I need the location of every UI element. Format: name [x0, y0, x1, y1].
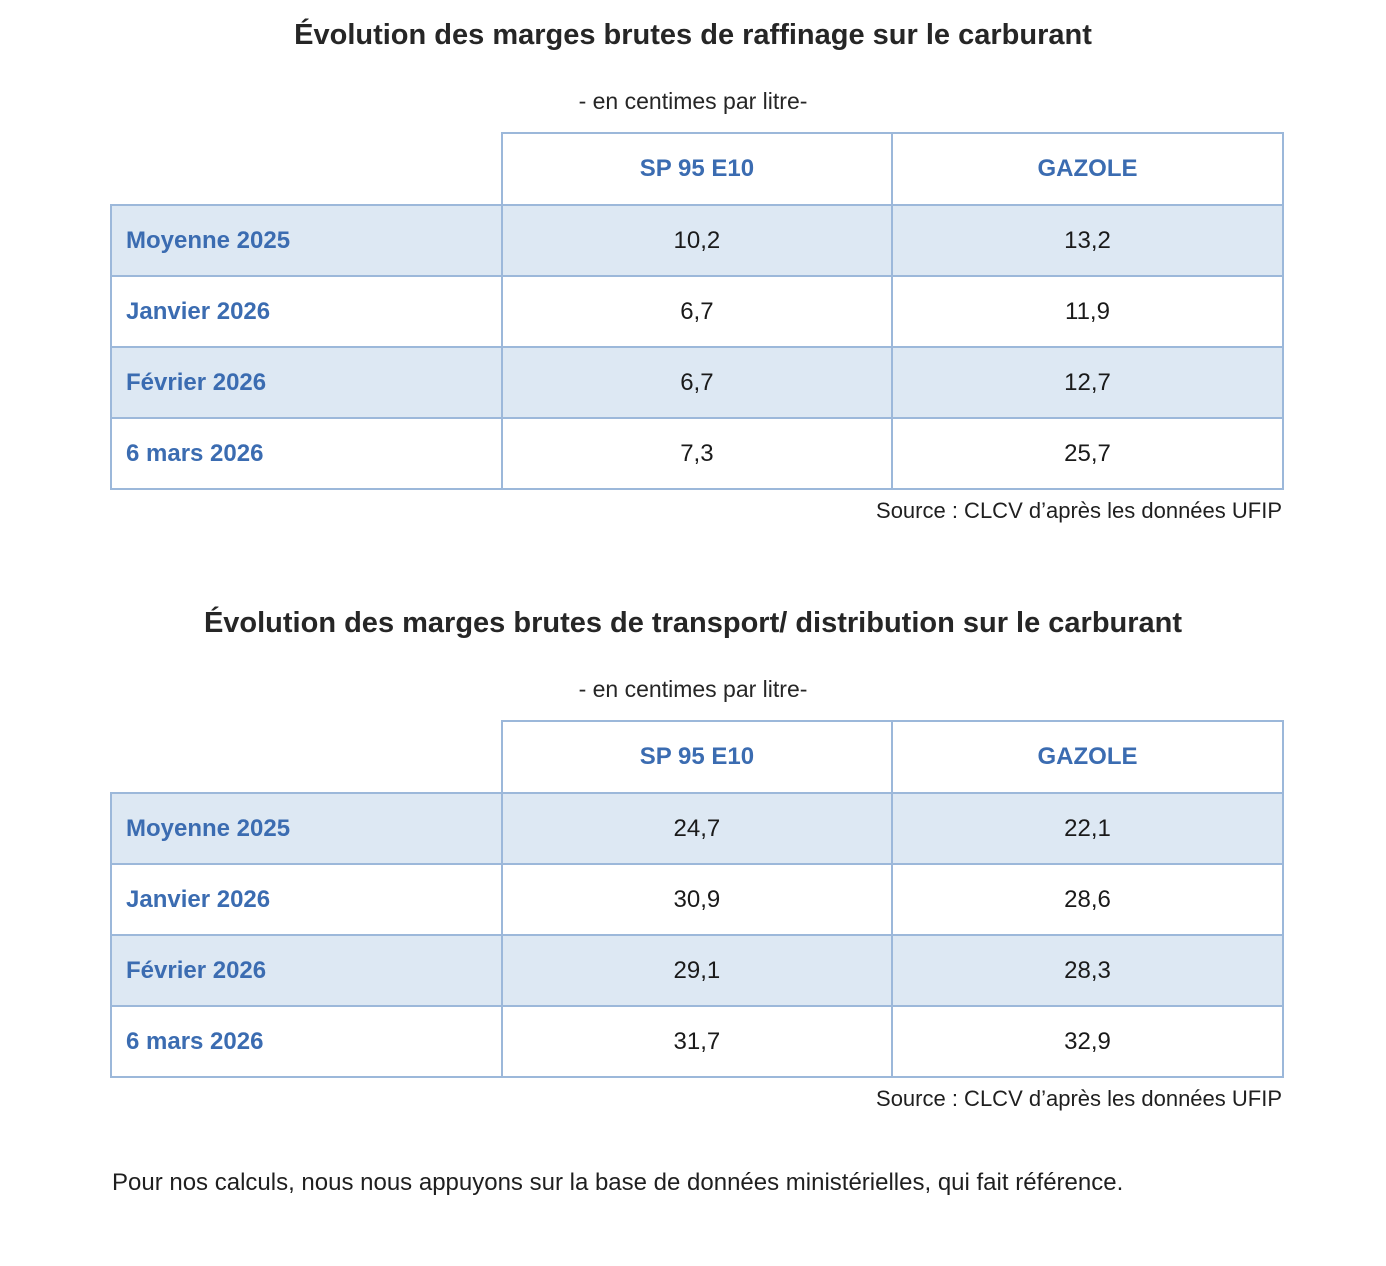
cell-value: 28,3 — [891, 934, 1284, 1007]
table-row: Janvier 2026 6,7 11,9 — [110, 275, 1284, 348]
cell-value: 6,7 — [500, 346, 894, 419]
cell-value: 24,7 — [500, 792, 894, 865]
table-row: Moyenne 2025 24,7 22,1 — [110, 792, 1284, 865]
row-label: Janvier 2026 — [110, 275, 503, 348]
cell-value: 6,7 — [500, 275, 894, 348]
cell-value: 12,7 — [891, 346, 1284, 419]
row-label: Janvier 2026 — [110, 863, 503, 936]
column-header-gazole: GAZOLE — [891, 720, 1284, 794]
cell-value: 28,6 — [891, 863, 1284, 936]
transport-table: SP 95 E10 GAZOLE Moyenne 2025 24,7 22,1 … — [110, 720, 1284, 1078]
cell-value: 32,9 — [891, 1005, 1284, 1078]
corner-cell — [111, 133, 502, 205]
row-label: Moyenne 2025 — [110, 204, 503, 277]
column-header-sp95e10: SP 95 E10 — [500, 132, 894, 206]
row-label: Février 2026 — [110, 346, 503, 419]
section-subtitle-raffinage: - en centimes par litre- — [578, 88, 808, 114]
column-header-gazole: GAZOLE — [891, 132, 1284, 206]
table-row: Moyenne 2025 10,2 13,2 — [110, 204, 1284, 277]
section-transport-distribution: Évolution des marges brutes de transport… — [0, 524, 1386, 1112]
corner-cell — [111, 721, 502, 793]
section-raffinage: Évolution des marges brutes de raffinage… — [0, 0, 1386, 524]
header-row: SP 95 E10 GAZOLE — [111, 132, 1284, 206]
cell-value: 29,1 — [500, 934, 894, 1007]
table-row: 6 mars 2026 7,3 25,7 — [110, 417, 1284, 490]
header-row: SP 95 E10 GAZOLE — [111, 720, 1284, 794]
cell-value: 25,7 — [891, 417, 1284, 490]
cell-value: 31,7 — [500, 1005, 894, 1078]
row-label: Moyenne 2025 — [110, 792, 503, 865]
footer-note: Pour nos calculs, nous nous appuyons sur… — [112, 1169, 1124, 1196]
section-title-transport: Évolution des marges brutes de transport… — [203, 607, 1183, 639]
table-row: Janvier 2026 30,9 28,6 — [110, 863, 1284, 936]
cell-value: 22,1 — [891, 792, 1284, 865]
table-row: Février 2026 29,1 28,3 — [110, 934, 1284, 1007]
section-subtitle-transport: - en centimes par litre- — [578, 676, 808, 702]
row-label: 6 mars 2026 — [110, 1005, 503, 1078]
row-label: Février 2026 — [110, 934, 503, 1007]
cell-value: 7,3 — [500, 417, 894, 490]
source-note: Source : CLCV d’après les données UFIP — [876, 498, 1282, 523]
column-header-sp95e10: SP 95 E10 — [500, 720, 894, 794]
raffinage-table: SP 95 E10 GAZOLE Moyenne 2025 10,2 13,2 … — [110, 132, 1284, 490]
cell-value: 30,9 — [500, 863, 894, 936]
table-row: Février 2026 6,7 12,7 — [110, 346, 1284, 419]
table-row: 6 mars 2026 31,7 32,9 — [110, 1005, 1284, 1078]
cell-value: 11,9 — [891, 275, 1284, 348]
section-title-raffinage: Évolution des marges brutes de raffinage… — [294, 19, 1092, 51]
cell-value: 13,2 — [891, 204, 1284, 277]
source-note: Source : CLCV d’après les données UFIP — [876, 1086, 1282, 1111]
row-label: 6 mars 2026 — [110, 417, 503, 490]
cell-value: 10,2 — [500, 204, 894, 277]
